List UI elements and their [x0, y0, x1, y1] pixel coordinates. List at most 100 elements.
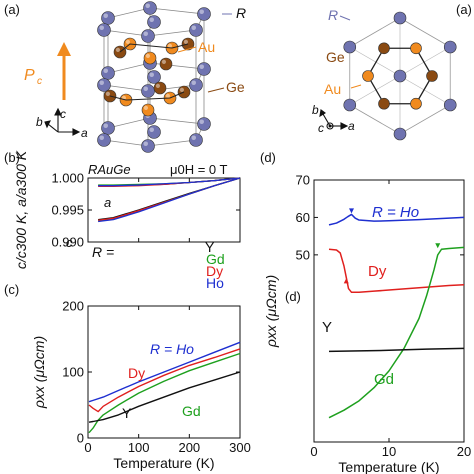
Ge-atom-highlight	[183, 39, 188, 45]
legend-Gd: Gd	[206, 251, 225, 267]
R-atom-sphere	[197, 62, 211, 76]
plot-frame	[87, 177, 241, 243]
R-atom	[101, 66, 115, 80]
R-atom-highlight	[199, 64, 205, 69]
top-label-Au: Au	[324, 81, 341, 97]
R-atom-highlight	[145, 3, 151, 8]
top-R-atom	[393, 11, 407, 25]
panel-d-tag: (d)	[260, 150, 276, 165]
x-tick-label: 300	[229, 440, 251, 455]
axis-b-label: b	[36, 115, 43, 129]
R-atom	[97, 23, 111, 37]
R-atom-highlight	[149, 127, 155, 132]
hexagonal-top-view	[343, 11, 457, 141]
y-tick-label: 70	[296, 173, 310, 188]
chart-d: 0 10 20 50 60 70 Temperature (K) ρxx (μΩcm)	[263, 173, 471, 474]
panel-b-title-right: μ0H = 0 T	[170, 162, 228, 177]
y-tick-label: 1.000	[51, 171, 84, 186]
series-Y	[88, 371, 241, 423]
series-Ho-a	[98, 177, 241, 187]
label-R: R	[236, 5, 246, 21]
curve-label-a: a	[104, 195, 111, 210]
Ge-atom-highlight	[155, 83, 160, 88]
y-tick-label: 0.990	[51, 235, 84, 250]
Au-atom-highlight	[167, 43, 172, 49]
top-R-atom	[343, 98, 357, 112]
legend-Y: Y	[205, 239, 215, 255]
series-Ho-c	[98, 177, 241, 223]
R-atom	[197, 62, 211, 76]
top-spoke	[399, 75, 451, 106]
panel-d: (d) 0 10 20 50 60 70 Temperature (K) ρxx (μΩcm)…	[260, 150, 471, 474]
top-Ge-atom	[378, 42, 390, 55]
legend-Dy: Dy	[206, 263, 223, 279]
top-Au-atom	[410, 97, 422, 110]
panel-d-label-Gd: Gd	[374, 371, 394, 388]
top-Au-atom	[410, 42, 422, 55]
Ge-atom	[159, 57, 173, 71]
R-atom	[197, 7, 211, 21]
panel-b-title-left: RAuGe	[88, 162, 131, 177]
panel-d-stray-tag: (d)	[285, 289, 301, 304]
R-atom-highlight	[103, 68, 108, 73]
R-atom	[147, 15, 161, 29]
transition-marker	[435, 243, 441, 249]
top-axis-a: a	[348, 119, 355, 133]
R-atom	[147, 70, 161, 84]
R-atom-sphere	[97, 133, 111, 147]
Au-atom	[141, 103, 155, 117]
legend-Ho: Ho	[206, 275, 224, 291]
R-atom-sphere	[141, 84, 155, 98]
Ge-atom	[153, 81, 167, 95]
panel-a-crystal: (a) R Au Ge P c c a b	[4, 1, 246, 153]
Ge-atom-sphere	[159, 57, 173, 71]
Au-atom-sphere	[141, 103, 155, 117]
panel-c-label-Dy: Dy	[128, 365, 145, 381]
R-atom-highlight	[143, 86, 149, 91]
R-atom-sphere	[189, 23, 203, 37]
panel-c-label-Gd: Gd	[182, 403, 201, 419]
R-atom	[141, 84, 155, 98]
R-atom	[189, 78, 203, 92]
top-label-R: R	[328, 7, 338, 23]
Au-atom	[143, 51, 157, 65]
axes-triad-top	[319, 109, 349, 130]
axis-a-label: a	[81, 126, 88, 140]
top-axis-b: b	[312, 103, 319, 117]
label-Pc: P	[24, 67, 35, 84]
label-Pc-sub: c	[37, 76, 42, 87]
R-atom	[197, 117, 211, 131]
Au-Ge-bond	[119, 43, 189, 53]
top-spoke	[349, 46, 401, 77]
R-atom	[189, 133, 203, 147]
chart-b: 0.990 0.995 1.000 c/c300 K, a/a300 K	[13, 150, 241, 269]
R-atom-highlight	[99, 80, 104, 85]
series-Gd	[88, 352, 241, 434]
R-atom	[141, 29, 155, 43]
Au-atom-highlight	[165, 93, 170, 98]
Ge-atom-highlight	[115, 47, 120, 53]
x-tick-label: 10	[382, 444, 396, 459]
top-R-atom	[393, 127, 407, 141]
R-atom-highlight	[143, 141, 149, 147]
y-tick-label: 100	[62, 365, 84, 380]
x-tick-label: 100	[128, 440, 150, 455]
R-atom-sphere	[101, 121, 115, 135]
top-Ge-atom	[426, 70, 438, 82]
series-Gd	[328, 246, 465, 419]
top-R-atom	[443, 40, 457, 54]
series-Y	[328, 347, 465, 353]
panel-b-tag: (b)	[4, 150, 20, 165]
series-Dy	[88, 348, 241, 413]
R-atom-highlight	[149, 17, 155, 22]
R-atom-highlight	[99, 135, 104, 141]
R-atom	[189, 23, 203, 37]
panel-a-tag: (a)	[4, 2, 20, 17]
top-R-atom	[393, 69, 407, 83]
series-Ho	[88, 341, 241, 403]
y-tick-label: 0.995	[51, 203, 84, 218]
R-atom-highlight	[199, 9, 205, 15]
top-R-atom	[443, 98, 457, 112]
